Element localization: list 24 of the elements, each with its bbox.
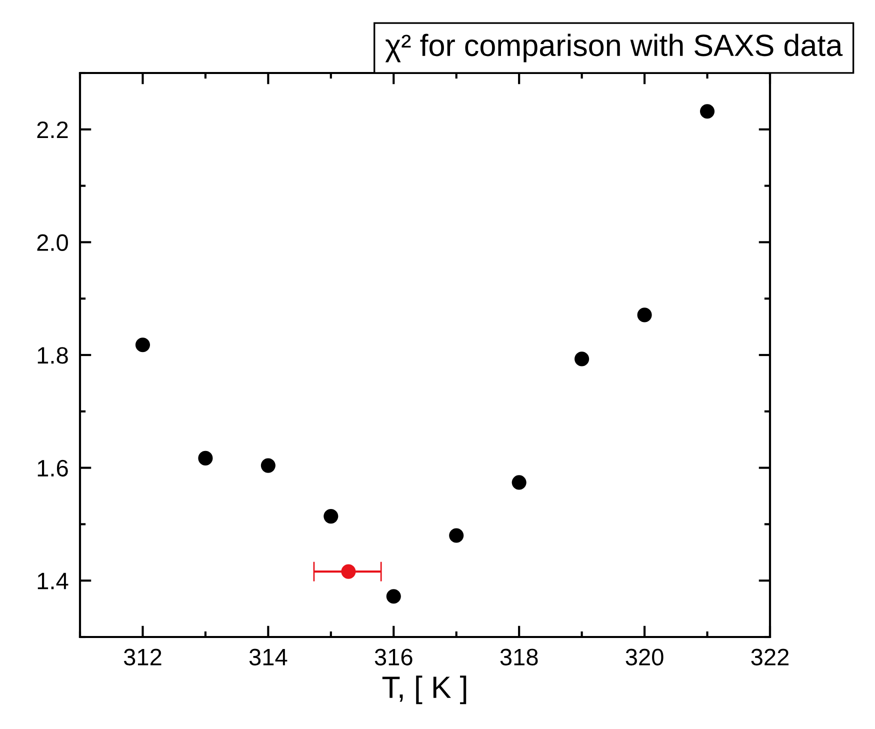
x-tick-label: 322 xyxy=(751,648,789,666)
y-tick-label: 1.6 xyxy=(38,460,68,477)
point xyxy=(198,450,213,466)
point xyxy=(260,458,276,473)
point xyxy=(341,564,356,579)
point xyxy=(574,352,590,366)
x-tick-label: 312 xyxy=(124,648,162,666)
y-tick-label: 2.2 xyxy=(37,121,68,138)
point xyxy=(700,104,715,119)
y-tick-label: 2.0 xyxy=(37,234,68,251)
x-tick-label: 316 xyxy=(374,648,412,666)
point xyxy=(637,308,652,322)
x-tick-label: 318 xyxy=(500,648,538,666)
point xyxy=(512,475,526,490)
x-tick-label: 314 xyxy=(249,648,288,666)
y-tick-label: 1.4 xyxy=(38,572,68,590)
point xyxy=(449,528,464,543)
x-tick-label: 320 xyxy=(626,648,664,666)
point xyxy=(324,509,338,524)
y-tick-label: 1.8 xyxy=(38,347,68,364)
point xyxy=(135,338,150,352)
point xyxy=(386,589,401,604)
chart-title: χ² for comparison with SAXS data xyxy=(385,34,843,62)
x-axis-title: T, [ K ] xyxy=(382,676,466,704)
